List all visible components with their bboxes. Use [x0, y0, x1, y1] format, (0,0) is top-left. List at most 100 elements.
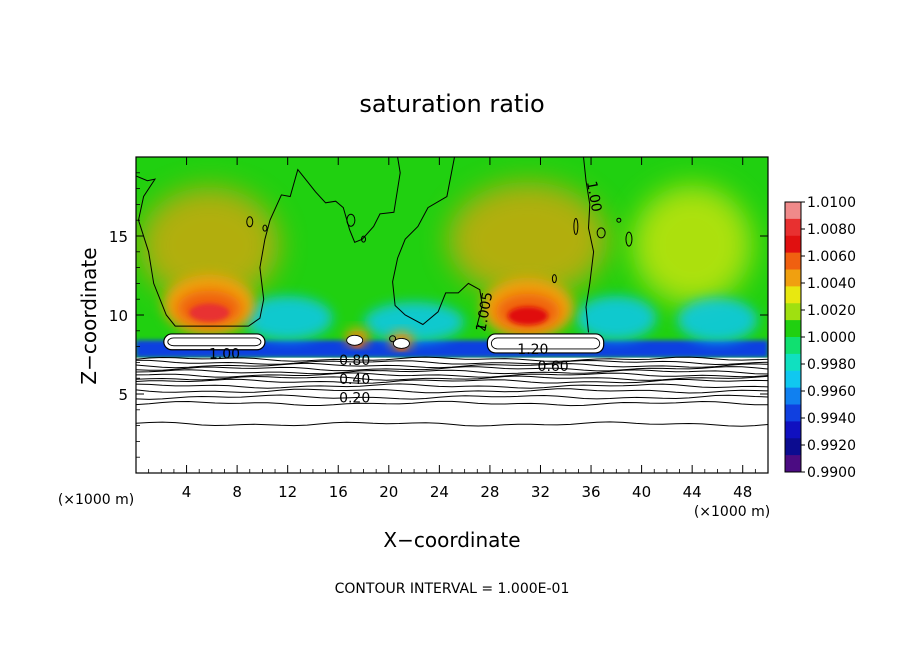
- cyan-halo-2: [576, 296, 657, 340]
- x-tick-label-4: 20: [379, 483, 398, 501]
- contour-island-2: [346, 213, 356, 227]
- colorbar-label-9: 0.9920: [807, 438, 856, 454]
- colorbar-swatch-0: [785, 202, 801, 220]
- x-tick-label-5: 24: [430, 483, 449, 501]
- x-tick-label-11: 48: [733, 483, 752, 501]
- contour-island-8: [551, 274, 557, 284]
- plume-broad-1: [447, 182, 608, 298]
- saturation-field: [136, 157, 768, 473]
- core-inner-0: [189, 303, 230, 322]
- contour-label-2: 0.40: [339, 372, 370, 388]
- contour-island-1: [262, 224, 268, 232]
- contour-line-11: [136, 400, 768, 407]
- plume-broad-0: [139, 187, 280, 303]
- contour-island-4: [573, 218, 579, 236]
- x-tick-label-8: 36: [581, 483, 600, 501]
- contour-lines: [136, 157, 768, 427]
- contour-label-4: 1.20: [517, 342, 548, 358]
- colorbar-swatch-7: [785, 320, 801, 338]
- x-tick-label-1: 8: [232, 483, 242, 501]
- colorbar-swatch-2: [785, 235, 801, 254]
- cyan-halo-1: [364, 302, 465, 342]
- colorbar-swatch-14: [785, 438, 801, 456]
- contour-line-8: [136, 383, 768, 389]
- chart-title: saturation ratio: [359, 90, 544, 118]
- field-lower-layer: [136, 357, 768, 473]
- colorbar-label-3: 1.0040: [807, 276, 856, 292]
- x-tick-label-6: 28: [480, 483, 499, 501]
- cloud-base-inner-1: [490, 337, 601, 350]
- y-tick-label-2: 15: [109, 228, 128, 246]
- y-tick-label-0: 5: [118, 386, 128, 404]
- x-axis-title: X−coordinate: [383, 528, 520, 552]
- contour-label-6: 1.005: [474, 291, 497, 333]
- contour-island-9: [389, 335, 397, 343]
- contour-label-1: 0.80: [339, 353, 370, 369]
- x-tick-label-0: 4: [182, 483, 192, 501]
- contour-line-0: [136, 356, 768, 362]
- y-tick-label-1: 10: [109, 307, 128, 325]
- contour-label-0: 1.00: [209, 347, 240, 363]
- x-unit-label: (×1000 m): [694, 504, 770, 520]
- colorbar-label-0: 1.0100: [807, 195, 856, 211]
- y-unit-label: (×1000 m): [58, 492, 134, 508]
- contour-line-9: [136, 388, 768, 394]
- contour-line-4: [136, 369, 768, 375]
- colorbar-swatch-11: [785, 387, 801, 405]
- x-tick-label-9: 40: [632, 483, 651, 501]
- isoline-upper-0: [136, 157, 401, 327]
- contour-island-7: [616, 217, 622, 223]
- contour-line-12: [136, 421, 768, 427]
- isoline-upper-2: [583, 157, 595, 333]
- contour-line-10: [136, 394, 768, 400]
- x-tick-label-7: 32: [531, 483, 550, 501]
- contour-label-7: 1.00: [583, 180, 604, 213]
- colorbar: 1.0100 1.0080 1.0060 1.0040 1.0020 1.0000 0.99…: [784, 195, 856, 481]
- colorbar-swatch-4: [785, 269, 801, 287]
- contour-island-3: [361, 235, 367, 243]
- cloud-puff-0: [346, 334, 364, 346]
- cloud-base-1: [486, 333, 605, 354]
- contour-label-5: 0.60: [538, 359, 569, 375]
- x-axis-ticks: 4 8 12 16 20 24 28 32 36 40 44 48: [148, 157, 756, 501]
- colorbar-swatch-12: [785, 404, 801, 422]
- colorbar-label-8: 0.9940: [807, 411, 856, 427]
- contour-line-3: [136, 366, 768, 372]
- colorbar-swatch-3: [785, 252, 801, 270]
- colorbar-swatch-15: [785, 455, 801, 473]
- cloud-base-inner-0: [167, 337, 262, 347]
- contour-line-5: [136, 372, 768, 378]
- colorbar-label-10: 0.9900: [807, 465, 856, 481]
- colorbar-swatch-6: [785, 303, 801, 321]
- colorbar-label-4: 1.0020: [807, 303, 856, 319]
- colorbar-label-2: 1.0060: [807, 249, 856, 265]
- cloud-puff-1: [392, 337, 410, 349]
- colorbar-label-6: 0.9980: [807, 357, 856, 373]
- colorbar-swatch-8: [785, 337, 801, 355]
- contour-interval-note: CONTOUR INTERVAL = 1.000E-01: [335, 581, 570, 597]
- colorbar-label-5: 1.0000: [807, 330, 856, 346]
- contour-line-1: [136, 359, 768, 366]
- cyan-halo-3: [677, 298, 758, 342]
- plume-broad-2: [632, 185, 753, 305]
- field-dry-band: [136, 340, 768, 358]
- cyan-halo-0: [242, 296, 333, 340]
- contour-line-7: [136, 378, 768, 384]
- y-axis-ticks: 5 10 15: [109, 172, 768, 458]
- colorbar-swatch-13: [785, 421, 801, 439]
- contour-label-3: 0.20: [339, 391, 370, 407]
- x-tick-label-3: 16: [329, 483, 348, 501]
- isoline-upper-1: [392, 157, 486, 332]
- colorbar-label-7: 0.9960: [807, 384, 856, 400]
- colorbar-swatch-1: [785, 218, 801, 237]
- core-inner-1: [507, 306, 548, 325]
- x-tick-label-2: 12: [278, 483, 297, 501]
- y-axis-title: Z−coordinate: [77, 247, 101, 384]
- colorbar-swatch-5: [785, 286, 801, 304]
- colorbar-swatch-9: [785, 353, 801, 372]
- contour-island-5: [596, 227, 606, 239]
- colorbar-label-1: 1.0080: [807, 222, 856, 238]
- colorbar-swatch-10: [785, 370, 801, 389]
